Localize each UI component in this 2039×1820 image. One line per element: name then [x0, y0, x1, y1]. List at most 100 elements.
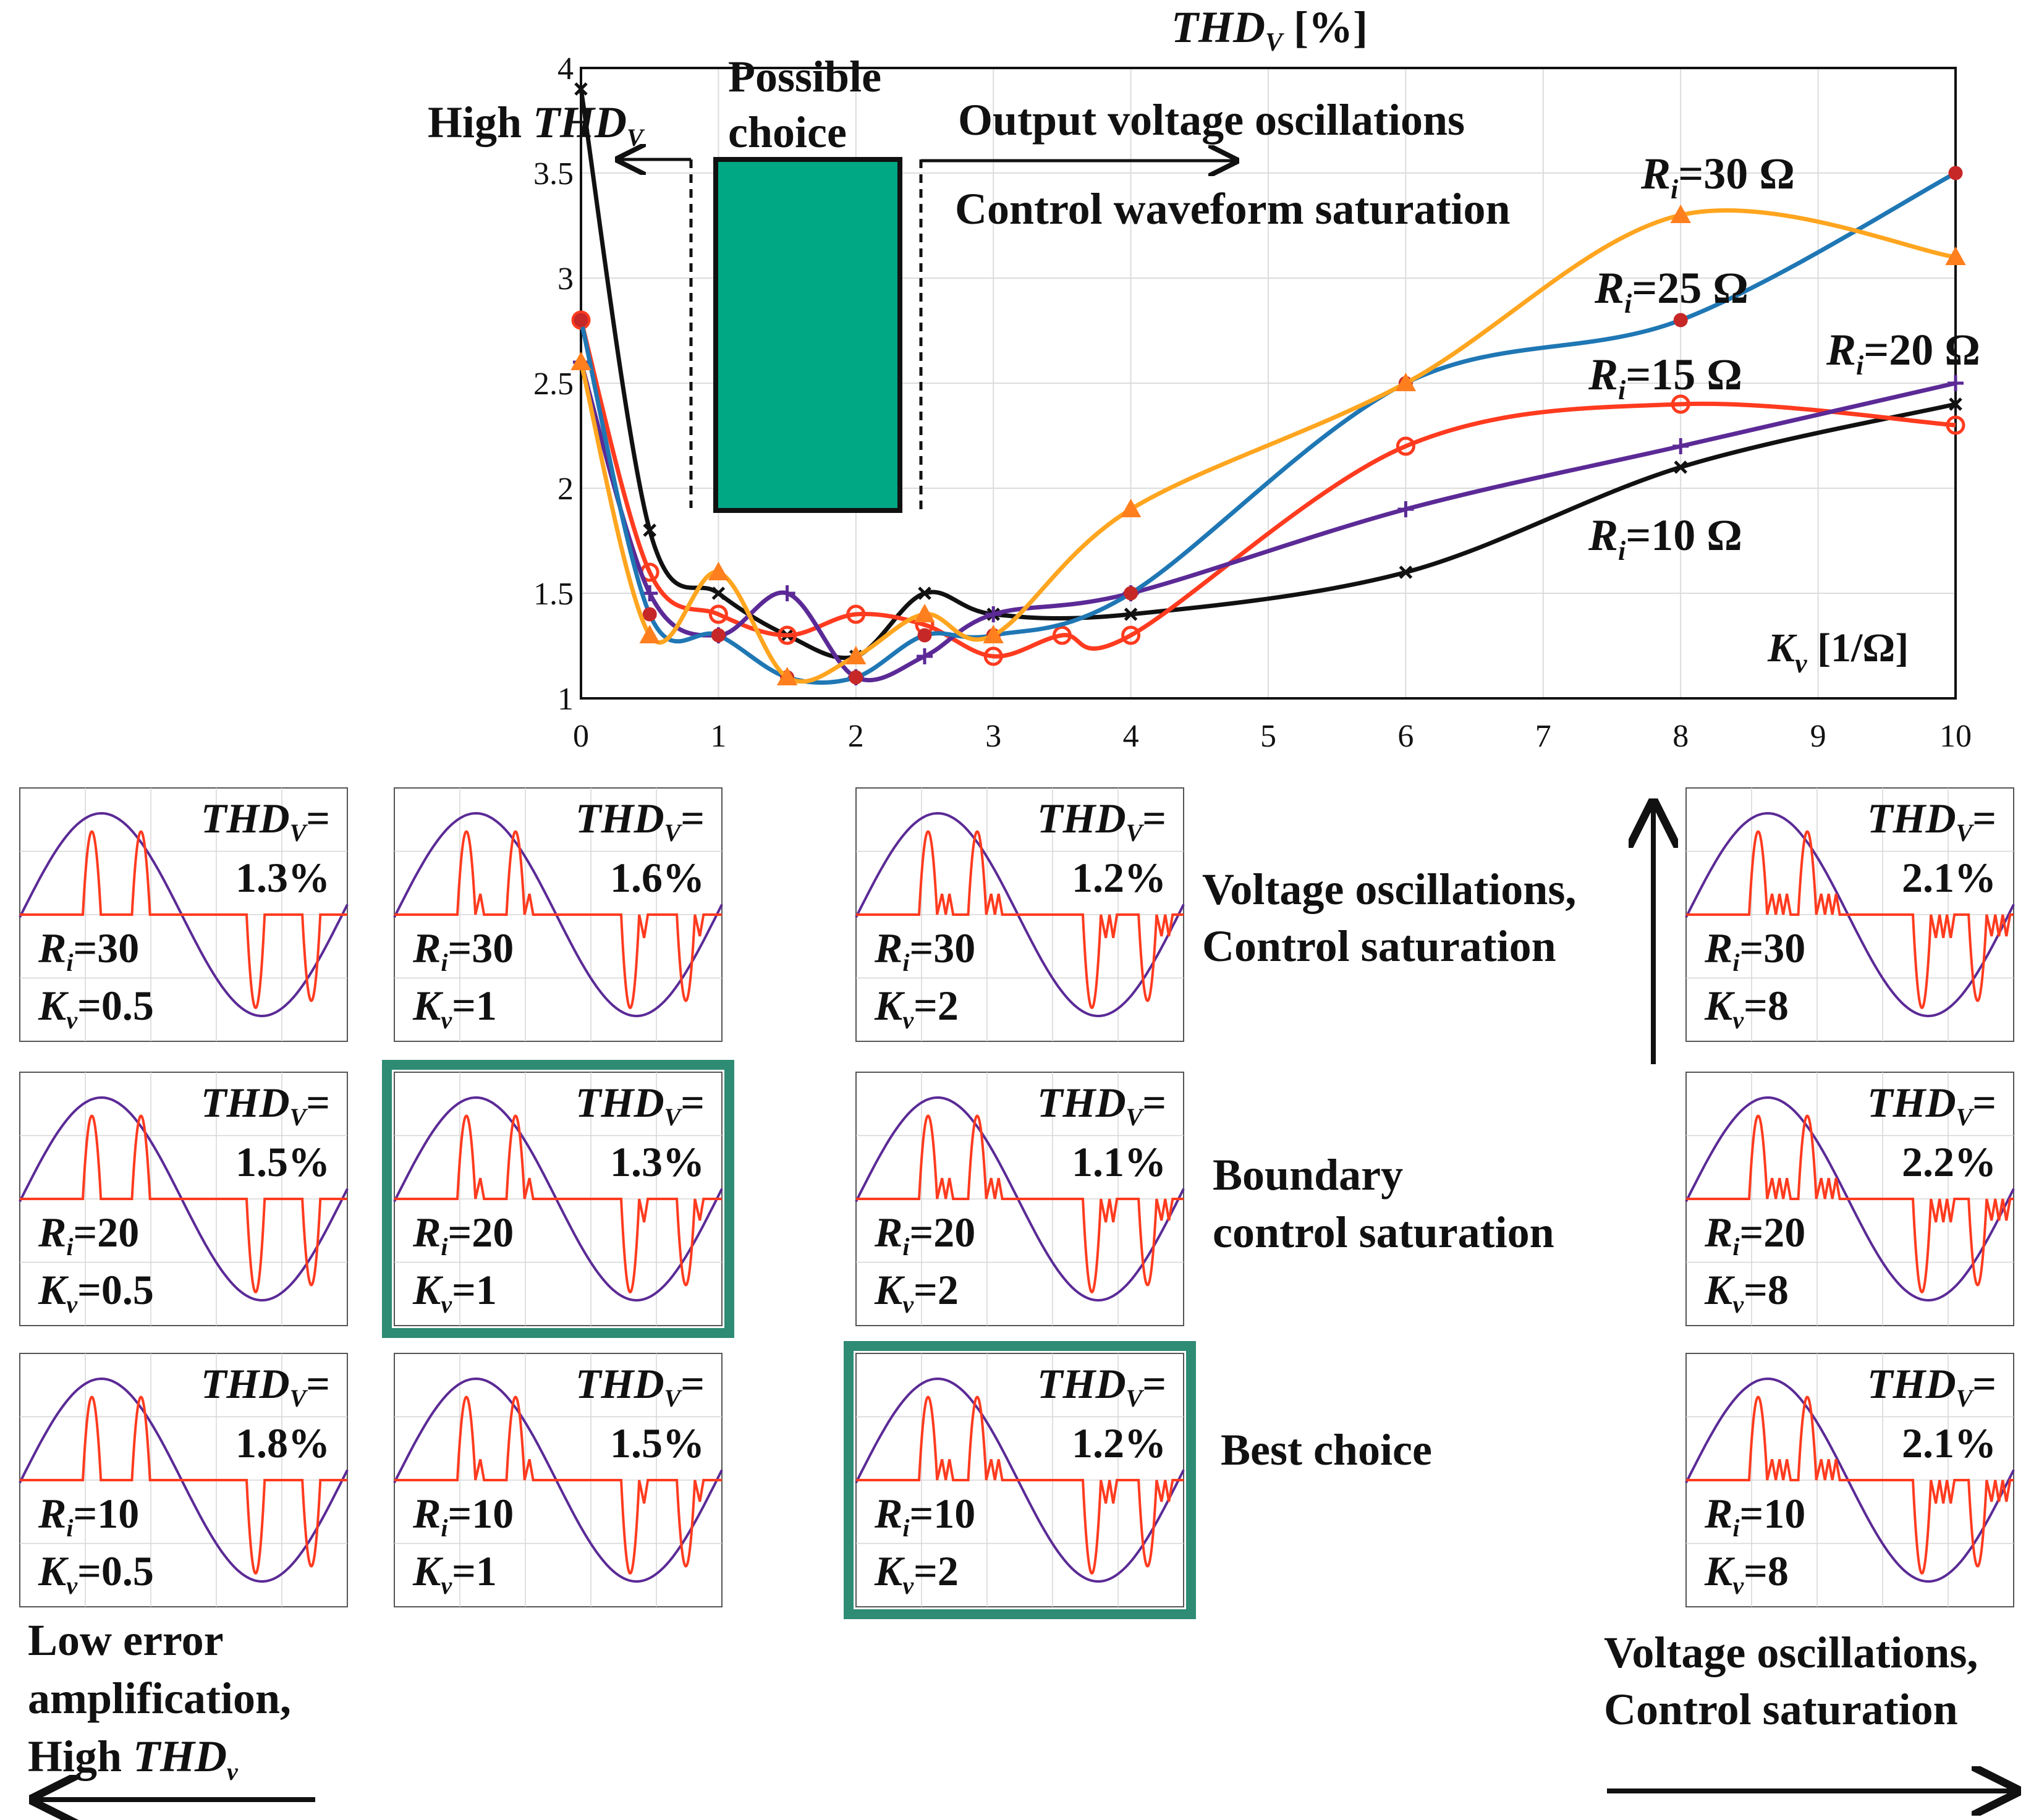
chart-title: THDV [%] [1171, 2, 1368, 57]
panel-ri-label: Ri=10 [874, 1490, 975, 1542]
data-point [1948, 166, 1963, 180]
panel-thd-label: THDV= [575, 795, 705, 847]
waveform-panel: THDV= 1.6% Ri=30 Kv=1 [393, 787, 723, 1042]
x-tick-label: 5 [1260, 719, 1276, 754]
data-point [1124, 607, 1138, 621]
series-label-ri10: Ri=10 Ω [1588, 510, 1742, 566]
panel-thd-label: THDV= [201, 795, 330, 847]
highlight-border [844, 1341, 1196, 1619]
panel-thd-label: THDV= [1037, 1079, 1166, 1131]
panel-thd-label: THDV= [201, 1360, 330, 1412]
panel-kv-label: Kv=0.5 [38, 1266, 154, 1318]
y-tick-labels: 1 1.5 2 2.5 3 3.5 4 [533, 51, 574, 717]
control-waveform [394, 1395, 722, 1575]
data-point [1120, 498, 1142, 517]
data-point [1052, 625, 1072, 645]
data-point [1949, 397, 1962, 411]
y-tick-label: 2.5 [533, 366, 574, 402]
data-point [1674, 460, 1687, 474]
panel-kv-label: Kv=1 [412, 982, 497, 1034]
high-thd-annotation: High THDV [428, 98, 645, 151]
panel-kv-label: Kv=0.5 [38, 982, 154, 1034]
panel-thd-value: 1.8% [235, 1420, 330, 1467]
y-tick-label: 3 [557, 261, 574, 297]
panel-ri-label: Ri=30 [1704, 925, 1805, 976]
panel-ri-label: Ri=30 [412, 925, 514, 976]
panel-kv-label: Kv=1 [412, 1547, 497, 1599]
waveform-panel: THDV= 1.3% Ri=30 Kv=0.5 [19, 787, 349, 1042]
series-line [579, 88, 1956, 661]
data-point [849, 670, 863, 685]
panel-thd-value: 1.3% [610, 1138, 705, 1185]
waveform-panels: THDV=1.3%Ri=30Kv=0.5THDV=1.6%Ri=30Kv=1TH… [19, 787, 2015, 1619]
data-point [846, 645, 867, 664]
row1-label-line2: Control saturation [1202, 921, 1556, 971]
panel-thd-label: THDV= [1867, 1360, 1996, 1412]
panel-kv-label: Kv=1 [412, 1266, 497, 1318]
panel-thd-value: 2.1% [1902, 854, 1996, 901]
data-point [1395, 372, 1417, 391]
control-waveform [394, 830, 722, 1009]
best-choice-label: Best choice [1221, 1425, 1432, 1475]
x-tick-label: 8 [1672, 719, 1689, 754]
panel-thd-value: 2.2% [1902, 1138, 1996, 1185]
data-point [570, 351, 591, 370]
panel-ri-label: Ri=20 [874, 1209, 975, 1261]
panel-thd-value: 2.1% [1902, 1420, 1996, 1467]
data-point [776, 666, 798, 685]
data-point [1121, 625, 1141, 645]
panel-thd-value: 1.6% [610, 854, 705, 901]
possible-choice-region [713, 157, 902, 513]
possible-choice-label-2: choice [728, 108, 847, 157]
control-saturation-label: Control waveform saturation [955, 184, 1511, 234]
data-point [639, 624, 660, 643]
data-point [918, 586, 931, 600]
reference-sine [19, 1377, 349, 1583]
low-error-line2: amplification, [28, 1674, 291, 1723]
data-point [574, 82, 588, 96]
data-point [574, 313, 588, 328]
x-tick-label: 4 [1123, 719, 1139, 754]
possible-choice-label-1: Possible [728, 52, 881, 101]
panel-ri-label: Ri=20 [38, 1209, 139, 1261]
series-label-ri20: Ri=20 Ω [1826, 325, 1980, 381]
data-point [1673, 313, 1688, 328]
y-tick-label: 1.5 [533, 577, 574, 612]
series-5 [570, 204, 1966, 685]
x-tick-label: 9 [1810, 719, 1826, 754]
panel-ri-label: Ri=20 [1704, 1209, 1805, 1261]
panel-thd-label: THDV= [1037, 1360, 1166, 1412]
panel-thd-label: THDV= [1867, 795, 1996, 847]
reference-sine [393, 1096, 723, 1302]
x-tick-labels: 0 1 2 3 4 5 6 7 8 9 10 [573, 719, 1972, 754]
waveform-panel: THDV= 2.1% Ri=30 Kv=8 [1685, 787, 2015, 1042]
data-point [1670, 204, 1691, 223]
waveform-panel: THDV= 1.2% Ri=30 Kv=2 [855, 787, 1185, 1042]
control-waveform [20, 830, 347, 1009]
data-point [1948, 375, 1964, 391]
data-point [1671, 394, 1690, 414]
bottom-right-line2: Control saturation [1604, 1685, 1958, 1734]
row1-label-line1: Voltage oscillations, [1202, 865, 1576, 914]
panel-thd-value: 1.5% [235, 1138, 330, 1185]
data-point [642, 607, 657, 622]
data-point [917, 628, 932, 643]
low-error-line3: High THDv [28, 1732, 239, 1785]
panel-thd-value: 1.2% [1072, 1420, 1166, 1467]
data-point [914, 603, 935, 622]
series-layer [570, 82, 1966, 685]
control-waveform [1686, 830, 2014, 1009]
reference-sine [393, 811, 723, 1018]
control-waveform [856, 1395, 1184, 1575]
control-waveform [1686, 1114, 2014, 1293]
x-tick-label: 6 [1397, 719, 1414, 754]
panel-thd-value: 1.5% [610, 1420, 705, 1467]
data-point [983, 624, 1004, 643]
